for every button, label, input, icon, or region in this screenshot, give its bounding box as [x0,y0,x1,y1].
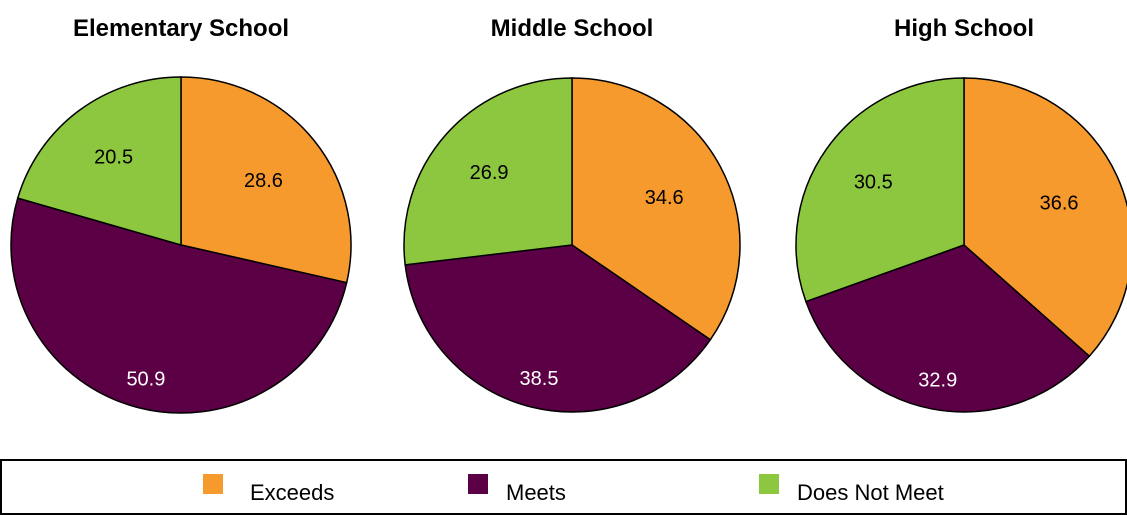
legend-swatch-does-not-meet [759,474,779,494]
pies-group: 28.6 50.9 20.5 34.6 38.5 26.9 36.6 32.9 30.5 [10,76,1127,414]
pie-2-label-meets: 32.9 [918,369,957,391]
legend-label-exceeds: Exceeds [250,480,334,505]
pie-0-slice-meets [10,197,348,414]
legend-swatch-exceeds [203,474,223,494]
pie-1-label-does-not-meet: 26.9 [470,162,509,184]
pie-1-label-exceeds: 34.6 [645,187,684,209]
pie-0-label-exceeds: 28.6 [244,170,283,192]
legend-swatch-meets [468,474,488,494]
pie-1-slice-meets [404,244,712,413]
pie-2-label-does-not-meet: 30.5 [854,172,893,194]
pie-2-slice-meets [804,244,1091,413]
legend-box [0,459,1127,515]
pie-1-slice-exceeds [571,77,741,341]
pie-0-slice-exceeds [180,76,352,284]
pie-2-slice-does-not-meet [795,77,965,303]
legend-label-does-not-meet: Does Not Meet [797,480,944,505]
pie-0-slice-does-not-meet [16,76,182,246]
pie-0-label-meets: 50.9 [126,368,165,390]
pie-0-label-does-not-meet: 20.5 [94,146,133,168]
pie-2-label-exceeds: 36.6 [1040,193,1079,215]
chart-title-high: High School [894,15,1034,42]
legend-label-meets: Meets [506,480,566,505]
legend: Exceeds Meets Does Not Meet [0,459,1127,515]
chart-title-middle: Middle School [491,15,654,42]
pie-2-slice-exceeds [963,77,1127,358]
pie-1-label-meets: 38.5 [520,368,559,390]
chart-title-elementary: Elementary School [73,15,289,42]
pie-1-slice-does-not-meet [403,77,573,266]
